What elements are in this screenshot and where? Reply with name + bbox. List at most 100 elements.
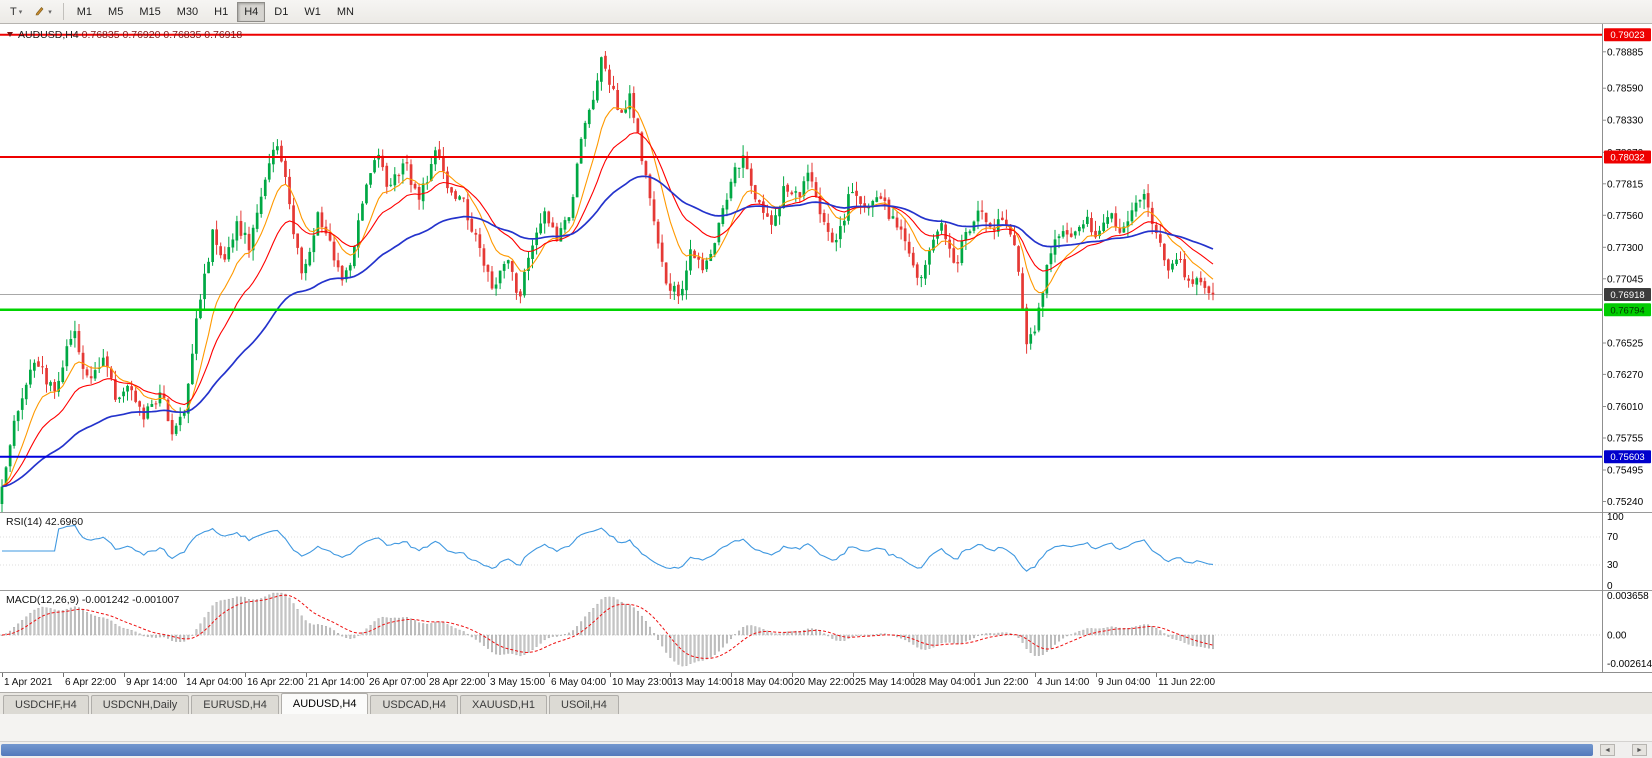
time-axis-label: 28 May 04:00 [915,677,976,688]
timeframe-h1[interactable]: H1 [214,5,229,18]
chart-tab-bar: USDCHF,H4 USDCNH,Daily EURUSD,H4 AUDUSD,H4 U… [0,692,1652,714]
macd-pane-svg[interactable]: 0.003658 0.00 -0.002614 MACD(12,26,9) -0.00… [0,590,1652,672]
scroll-right-button[interactable]: ► [1632,744,1647,756]
status-strip [0,714,1652,741]
top-toolbar: T ▾ ▾ M1 M5 M15 M30 H1 H4 D1 W1 MN [0,0,1652,24]
time-tick [488,673,489,677]
tab-usdcad-h4[interactable]: USDCAD,H4 [370,695,459,714]
price-axis-label: 0.75755 [1607,434,1644,445]
rsi-axis-label: 100 [1607,512,1624,523]
tab-usdchf-h4[interactable]: USDCHF,H4 [3,695,89,714]
chart-type-button[interactable]: T ▾ [5,1,27,22]
pencil-icon [34,4,46,19]
tab-usdcnh-daily[interactable]: USDCNH,Daily [90,695,190,714]
tab-usoil-h4[interactable]: USOil,H4 [549,695,619,714]
time-axis-label: 21 Apr 14:00 [308,677,365,688]
time-tick [367,673,368,677]
scrollbar-thumb[interactable] [1,744,1593,756]
rsi-pane-svg[interactable]: 100 70 30 0 RSI(14) 42.6960 [0,512,1652,590]
price-axis-label: 0.77300 [1607,243,1644,254]
time-tick [731,673,732,677]
time-tick [1096,673,1097,677]
main-chart-pane[interactable]: 0.788850.785900.783300.780700.778150.775… [0,24,1652,512]
main-pane-svg[interactable]: 0.788850.785900.783300.780700.778150.775… [0,24,1652,512]
time-tick [63,673,64,677]
timeframe-m5[interactable]: M5 [108,5,124,18]
rsi-axis-label: 30 [1607,560,1619,571]
time-axis-label: 3 May 15:00 [490,677,546,688]
ma-fast-line [1,105,1214,488]
macd-axis-label: 0.003658 [1607,591,1649,602]
rsi-label: RSI(14) 42.6960 [6,516,83,528]
macd-pane[interactable]: 0.003658 0.00 -0.002614 MACD(12,26,9) -0.00… [0,590,1652,672]
horizontal-scrollbar[interactable]: ◄ ► [0,741,1652,758]
time-tick [974,673,975,677]
price-axis-label: 0.78885 [1607,47,1644,58]
svg-text:0.78032: 0.78032 [1610,153,1644,164]
time-axis-label: 14 Apr 04:00 [186,677,243,688]
price-axis[interactable]: 0.788850.785900.783300.780700.778150.775… [1602,24,1651,512]
time-axis-label: 6 May 04:00 [551,677,607,688]
time-tick [1156,673,1157,677]
time-tick [245,673,246,677]
time-axis-label: 26 Apr 07:00 [369,677,426,688]
scroll-left-icon: ◄ [1604,746,1611,754]
time-axis-label: 20 May 22:00 [794,677,855,688]
toolbar-separator [62,3,64,20]
price-marker-resistance-line-2: 0.78032 [1604,150,1651,164]
scroll-right-icon: ► [1636,746,1643,754]
scroll-left-button[interactable]: ◄ [1600,744,1615,756]
macd-histogram [1,592,1214,667]
time-tick [792,673,793,677]
svg-text:0.76794: 0.76794 [1610,305,1644,316]
timeframe-h4[interactable]: H4 [237,1,266,22]
svg-text:0.75603: 0.75603 [1610,452,1644,463]
timeframe-m30[interactable]: M30 [176,5,199,18]
time-tick [306,673,307,677]
price-axis-label: 0.76010 [1607,402,1644,413]
time-axis-label: 25 May 14:00 [855,677,916,688]
svg-text:0.76918: 0.76918 [1610,290,1644,301]
timeframe-m15[interactable]: M15 [139,5,161,18]
ma-slow-line [1,175,1214,488]
price-axis-label: 0.78590 [1607,84,1644,95]
time-axis-label: 1 Apr 2021 [4,677,53,688]
time-tick [549,673,550,677]
macd-plot-bg[interactable] [0,590,1652,672]
tab-xauusd-h1[interactable]: XAUUSD,H1 [460,695,547,714]
timeframe-group: M1 M5 M15 M30 H1 H4 D1 W1 MN [69,1,362,22]
chart-type-label: T [10,5,17,18]
time-axis-label: 6 Apr 22:00 [65,677,117,688]
timeframe-mn[interactable]: MN [336,5,354,18]
chevron-down-icon: ▾ [18,8,23,16]
time-axis-label: 9 Jun 04:00 [1098,677,1151,688]
price-axis-label: 0.77045 [1607,274,1644,285]
rsi-pane[interactable]: 100 70 30 0 RSI(14) 42.6960 [0,512,1652,590]
time-axis-label: 11 Jun 22:00 [1158,677,1216,688]
rsi-plot-bg[interactable] [0,512,1652,590]
macd-axis-label: -0.002614 [1607,659,1652,670]
time-axis-label: 28 Apr 22:00 [429,677,486,688]
timeframe-w1[interactable]: W1 [304,5,321,18]
drawing-tool-button[interactable]: ▾ [29,1,57,22]
chart-title-icon [7,32,13,37]
price-marker-current-price-line: 0.76918 [1604,288,1651,301]
rsi-axis-label: 0 [1607,581,1613,590]
time-axis-label: 9 Apr 14:00 [126,677,178,688]
tab-audusd-h4[interactable]: AUDUSD,H4 [280,693,369,714]
main-plot-bg[interactable] [0,24,1652,512]
time-tick [853,673,854,677]
macd-axis-label: 0.00 [1607,631,1627,642]
price-marker-support-line-blue: 0.75603 [1604,450,1651,464]
tab-eurusd-h4[interactable]: EURUSD,H4 [191,695,279,714]
time-tick [670,673,671,677]
time-tick [124,673,125,677]
timeframe-m1[interactable]: M1 [76,5,93,18]
time-axis[interactable]: 1 Apr 2021 6 Apr 22:00 9 Apr 14:00 14 Apr 0… [0,672,1652,692]
price-axis-label: 0.76525 [1607,339,1644,350]
timeframe-d1[interactable]: D1 [274,5,289,18]
time-axis-label: 4 Jun 14:00 [1037,677,1090,688]
time-axis-label: 1 Jun 22:00 [976,677,1029,688]
time-tick [913,673,914,677]
time-axis-label: 10 May 23:00 [612,677,673,688]
